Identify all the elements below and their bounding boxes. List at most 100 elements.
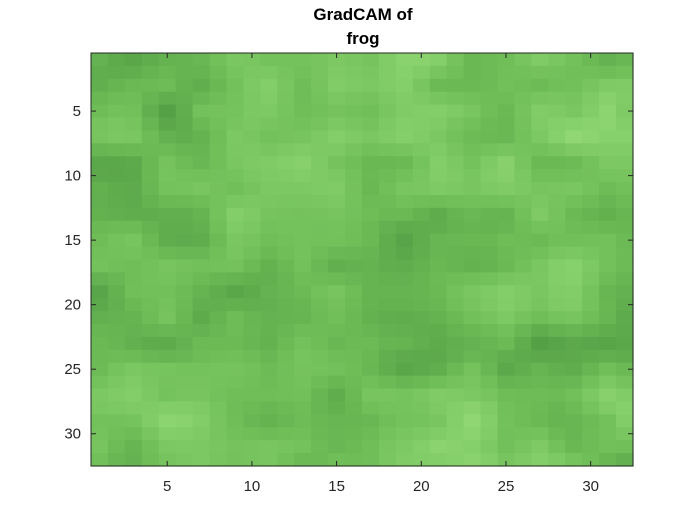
image-pixel (294, 440, 312, 454)
image-pixel (124, 272, 143, 286)
image-pixel (124, 440, 143, 454)
image-pixel (599, 285, 617, 299)
image-pixel (446, 143, 465, 157)
image-pixel (565, 414, 583, 428)
image-pixel (124, 182, 143, 196)
image-pixel (158, 324, 177, 338)
image-pixel (294, 130, 312, 144)
image-pixel (378, 453, 397, 467)
image-pixel (209, 311, 228, 325)
image-pixel (412, 259, 431, 274)
image-pixel (209, 453, 228, 467)
image-pixel (192, 233, 211, 248)
image-pixel (514, 414, 532, 428)
image-pixel (565, 298, 583, 312)
image-pixel (158, 130, 177, 144)
image-pixel (565, 362, 583, 377)
image-pixel (175, 156, 194, 170)
image-pixel (378, 156, 397, 170)
image-pixel (226, 130, 245, 144)
image-pixel (107, 298, 126, 312)
image-pixel (107, 375, 126, 390)
image-pixel (107, 130, 126, 144)
image-pixel (395, 156, 414, 170)
image-pixel (209, 427, 228, 441)
image-pixel (429, 375, 448, 390)
image-pixel (91, 453, 109, 467)
image-pixel (548, 324, 566, 338)
image-pixel (175, 130, 194, 144)
image-pixel (362, 207, 380, 222)
image-pixel (446, 285, 465, 299)
image-pixel (91, 233, 109, 248)
image-pixel (294, 298, 312, 312)
image-pixel (412, 65, 431, 80)
image-pixel (260, 130, 278, 144)
image-pixel (124, 324, 143, 338)
image-pixel (107, 233, 126, 248)
image-pixel (582, 207, 600, 222)
image-pixel (345, 156, 363, 170)
image-pixel (260, 233, 278, 248)
image-pixel (107, 453, 126, 467)
image-pixel (616, 272, 634, 286)
image-pixel (260, 349, 278, 364)
image-pixel (412, 169, 431, 183)
image-pixel (175, 78, 194, 93)
image-pixel (514, 272, 532, 286)
image-pixel (429, 427, 448, 441)
image-pixel (277, 65, 295, 80)
image-pixel (480, 362, 499, 377)
image-pixel (480, 311, 499, 325)
image-pixel (209, 143, 228, 157)
image-pixel (158, 220, 177, 235)
image-pixel (260, 259, 278, 274)
image-pixel (124, 362, 143, 377)
image-pixel (582, 65, 600, 80)
image-pixel (548, 143, 566, 157)
image-pixel (378, 91, 397, 106)
y-tick-label: 10 (64, 168, 81, 185)
image-pixel (175, 53, 194, 67)
image-pixel (141, 104, 160, 119)
image-pixel (412, 453, 431, 467)
image-pixel (158, 246, 177, 261)
image-pixel (463, 156, 482, 170)
image-pixel (514, 194, 532, 209)
image-pixel (531, 298, 549, 312)
image-pixel (192, 207, 211, 222)
image-pixel (463, 207, 482, 222)
image-pixel (429, 91, 448, 106)
image-pixel (362, 156, 380, 170)
image-pixel (124, 414, 143, 428)
image-pixel (243, 324, 261, 338)
image-pixel (91, 207, 109, 222)
image-pixel (192, 182, 211, 196)
image-pixel (362, 53, 380, 67)
image-pixel (277, 104, 295, 119)
image-pixel (141, 414, 160, 428)
image-pixel (480, 78, 499, 93)
image-pixel (480, 233, 499, 248)
image-pixel (141, 440, 160, 454)
image-pixel (548, 272, 566, 286)
image-pixel (616, 259, 634, 274)
image-pixel (531, 156, 549, 170)
image-pixel (91, 298, 109, 312)
image-pixel (107, 104, 126, 119)
image-pixel (616, 349, 634, 364)
image-pixel (362, 194, 380, 209)
image-pixel (463, 259, 482, 274)
image-pixel (582, 259, 600, 274)
image-pixel (565, 207, 583, 222)
image-pixel (209, 182, 228, 196)
plot-title-line-1: GradCAM of (313, 5, 413, 24)
image-pixel (175, 388, 194, 403)
image-pixel (514, 169, 532, 183)
image-pixel (565, 401, 583, 415)
image-pixel (599, 220, 617, 235)
image-pixel (378, 362, 397, 377)
image-pixel (294, 104, 312, 119)
image-pixel (345, 285, 363, 299)
image-pixel (378, 414, 397, 428)
